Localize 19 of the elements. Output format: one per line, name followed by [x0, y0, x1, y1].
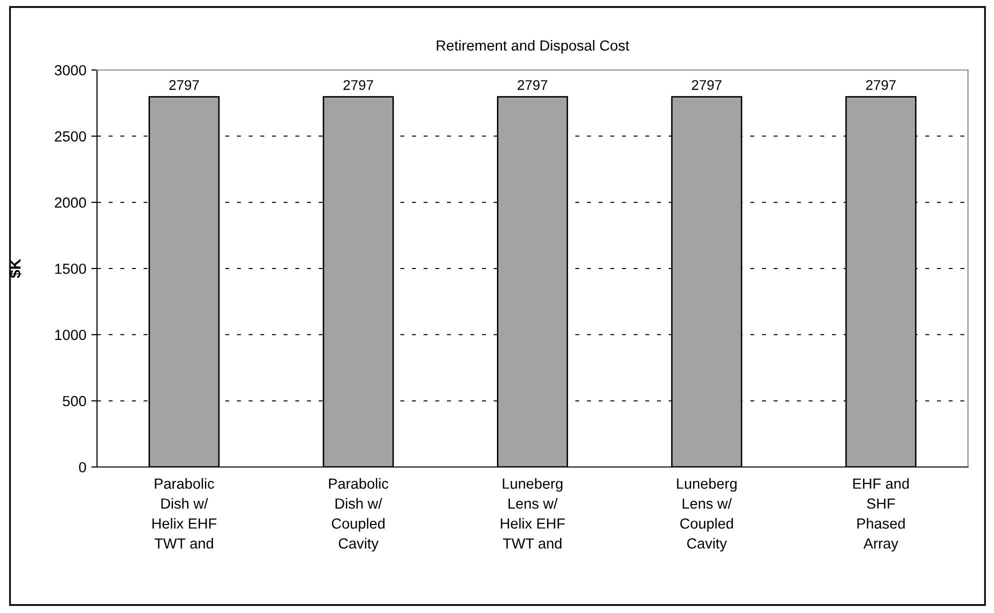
- data-label: 2797: [692, 80, 722, 90]
- y-tick-label: 1000: [55, 330, 86, 340]
- x-tick-label: Parabolic Dish w/ Helix EHF TWT and: [152, 478, 216, 549]
- y-tick-label: 500: [62, 396, 86, 406]
- y-axis-title: $K: [9, 258, 22, 278]
- y-tick-label: 2500: [54, 131, 86, 142]
- y-tick-label: 3000: [54, 65, 86, 76]
- data-label: 2797: [518, 80, 548, 90]
- data-label: 2797: [169, 80, 199, 90]
- data-label: 2797: [344, 80, 374, 90]
- x-tick-label: Parabolic Dish w/ Coupled Cavity: [329, 478, 388, 552]
- y-tick-label: 0: [79, 462, 86, 472]
- y-tick-label: 1500: [55, 264, 86, 274]
- x-tick-label: Luneberg Lens w/ Coupled Cavity: [677, 478, 737, 552]
- chart-title: Retirement and Disposal Cost: [436, 40, 630, 54]
- x-tick-label: EHF and SHF Phased Array: [853, 478, 909, 552]
- x-tick-label: Luneberg Lens w/ Helix EHF TWT and: [500, 478, 565, 549]
- y-tick-label: 2000: [54, 197, 86, 208]
- data-label: 2797: [866, 80, 896, 90]
